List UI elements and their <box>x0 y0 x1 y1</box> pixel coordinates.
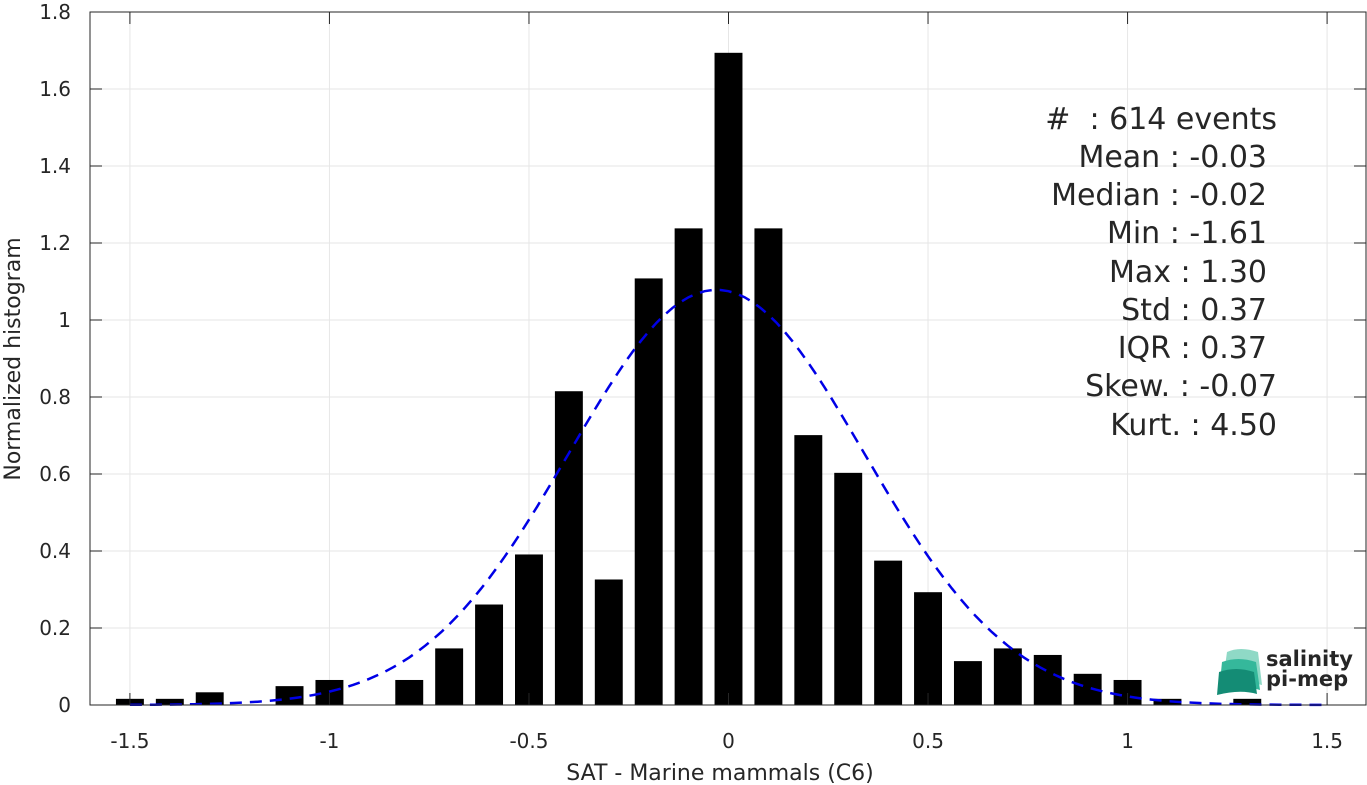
y-tick-label: 1.4 <box>39 154 71 178</box>
histogram-bar <box>834 472 863 705</box>
stat-std: Std : 0.37 <box>1121 293 1267 328</box>
stat-iqr: IQR : 0.37 <box>1118 331 1267 366</box>
x-tick-label: 1 <box>1121 729 1134 753</box>
x-tick-label: -0.5 <box>509 729 548 753</box>
salinity-pi-mep-logo: salinity pi-mep <box>1217 647 1353 695</box>
y-tick-label: 0.2 <box>39 616 71 640</box>
histogram-bars <box>115 52 1262 706</box>
histogram-bar <box>674 228 703 705</box>
stat-min: Min : -1.61 <box>1107 216 1267 251</box>
x-tick-label: 0 <box>722 729 735 753</box>
histogram-bar <box>714 52 743 706</box>
histogram-bar <box>634 278 663 705</box>
y-tick-label: 1.8 <box>39 0 71 24</box>
histogram-bar <box>1153 698 1182 705</box>
stats-box: # : 614 events Mean : -0.03 Median : -0.… <box>1045 102 1277 443</box>
y-tick-labels: 0 0.2 0.4 0.6 0.8 1 1.2 1.4 1.6 1.8 <box>39 0 71 717</box>
histogram-bar <box>953 661 982 705</box>
histogram-bar <box>275 686 304 705</box>
y-tick-label: 1.2 <box>39 231 71 255</box>
y-tick-label: 1.6 <box>39 77 71 101</box>
stat-mean: Mean : -0.03 <box>1078 140 1267 175</box>
histogram-bar <box>754 228 783 705</box>
histogram-bar <box>1033 654 1062 705</box>
y-tick-label: 0.8 <box>39 385 71 409</box>
logo-line-2: pi-mep <box>1266 667 1348 691</box>
histogram-bar <box>554 391 583 705</box>
histogram-bar <box>594 579 623 705</box>
histogram-bar <box>794 435 823 705</box>
stat-kurt: Kurt. : 4.50 <box>1110 408 1277 443</box>
y-tick-label: 1 <box>58 308 71 332</box>
stat-count: # : 614 events <box>1045 102 1277 137</box>
histogram-bar <box>195 692 224 705</box>
stat-skew: Skew. : -0.07 <box>1085 369 1277 404</box>
axis-ticks <box>90 11 1366 706</box>
histogram-bar <box>874 560 903 705</box>
logo-line-1: salinity <box>1266 647 1353 671</box>
stat-median: Median : -0.02 <box>1051 178 1267 213</box>
y-tick-label: 0 <box>58 693 71 717</box>
histogram-bar <box>395 679 424 705</box>
normal-fit-curve <box>129 288 1328 707</box>
x-tick-label: 1.5 <box>1311 729 1343 753</box>
histogram-bar <box>155 698 184 705</box>
histogram-bar <box>914 592 942 705</box>
histogram-bar <box>1233 698 1262 705</box>
histogram-bar <box>475 604 504 705</box>
histogram-bar <box>435 648 464 705</box>
y-axis-label: Normalized histogram <box>1 237 26 480</box>
x-tick-labels: -1.5 -1 -0.5 0 0.5 1 1.5 <box>110 729 1343 753</box>
logo-waves-icon <box>1217 649 1262 695</box>
x-tick-label: 0.5 <box>912 729 944 753</box>
histogram-bar <box>515 554 543 705</box>
x-tick-label: -1.5 <box>110 729 149 753</box>
stat-max: Max : 1.30 <box>1109 255 1267 290</box>
y-tick-label: 0.6 <box>39 462 71 486</box>
x-tick-label: -1 <box>319 729 339 753</box>
histogram-bar <box>993 648 1022 705</box>
x-axis-label: SAT - Marine mammals (C6) <box>566 761 874 785</box>
y-tick-label: 0.4 <box>39 539 71 563</box>
